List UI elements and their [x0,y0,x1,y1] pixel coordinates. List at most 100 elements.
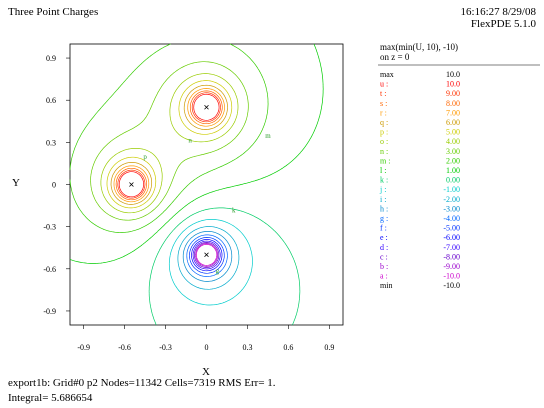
legend-value: -9.00 [443,262,460,271]
footer-stats: export1b: Grid#0 p2 Nodes=11342 Cells=73… [8,377,276,389]
legend-key: t : [380,89,386,98]
contour-level-b [195,243,219,267]
plot-frame [69,43,344,326]
timestamp-block: 16:16:27 8/29/08 FlexPDE 5.1.0 [461,6,536,30]
y-tick-label: -0.6 [43,265,56,274]
contour-level-d [192,240,221,270]
legend-value: 10.0 [446,70,460,79]
y-tick-label: 0 [52,181,56,190]
legend-key: g : [380,214,388,223]
x-tick-label: -0.6 [118,343,131,352]
contour-label: k [232,207,236,215]
y-tick-label: 0.9 [46,54,56,63]
y-tick-label: -0.3 [43,223,56,232]
legend-key: min [380,281,392,290]
contour-level-c [194,242,220,268]
y-tick-label: -0.9 [43,307,56,316]
legend-key: i : [380,195,386,204]
legend-key: s : [380,99,387,108]
legend-value: -2.00 [443,195,460,204]
charge-markers [129,104,209,258]
x-tick-label: -0.3 [159,343,172,352]
contour-label: g [216,267,220,275]
timestamp: 16:16:27 8/29/08 [460,6,536,18]
legend-value: 4.00 [446,137,460,146]
legend-key: j : [379,185,386,194]
contour-level-l [69,43,324,264]
legend-key: max [380,70,394,79]
contour-level-j [168,219,253,306]
charge-marker [129,182,134,187]
x-tick-label: -0.9 [77,343,90,352]
legend-key: b : [380,262,388,271]
window-title: Three Point Charges [8,6,99,18]
legend-value: 8.00 [446,99,460,108]
y-axis-ticks: 0.9 0.6 0.3 0 -0.3 -0.6 -0.9 [43,54,70,316]
legend-value: -6.00 [443,233,460,242]
legend-value: 3.00 [446,147,460,156]
x-tick-label: 0.6 [283,343,293,352]
legend-value: -4.00 [443,214,460,223]
legend-key: l : [380,166,386,175]
legend-value: 2.00 [446,156,460,165]
legend-value: -8.00 [443,252,460,261]
legend-key: e : [380,233,388,242]
legend-value: -10.0 [443,281,460,290]
legend-value: 6.00 [446,118,460,127]
x-axis-ticks: -0.9 -0.6 -0.3 0 0.3 0.6 0.9 [77,325,334,352]
contour-label: m [265,132,271,140]
contour-level-s [115,90,223,201]
contour-level-r [113,88,225,203]
contour-level-q [110,84,228,205]
legend-key: a : [380,272,388,281]
legend-key: u : [380,80,388,89]
legend-value: 9.00 [446,89,460,98]
legend-value: 5.00 [446,128,460,137]
legend-key: h : [380,204,388,213]
legend-key: d : [380,243,388,252]
y-tick-label: 0.3 [46,138,56,147]
legend-key: n : [380,147,388,156]
legend-key: m : [380,156,390,165]
contour-level-i [177,226,240,290]
legend-value: -7.00 [443,243,460,252]
x-tick-label: 0.3 [242,343,252,352]
contour-label: n [188,136,192,144]
contour-level-o [100,73,239,214]
legend-value: -3.00 [443,204,460,213]
legend-key: k : [380,176,388,185]
contour-level-n [90,61,249,221]
contour-level-k [148,207,301,326]
legend-value: 7.00 [446,108,460,117]
contour-label: p [143,153,147,161]
legend-title-line2: on z = 0 [380,52,410,62]
contour-level-e [191,239,223,272]
charge-marker [204,104,209,110]
contour-level-t [117,92,221,199]
y-axis-label: Y [12,177,20,189]
legend-key: r : [380,108,387,117]
y-tick-label: 0.6 [46,96,56,105]
x-tick-label: 0.9 [324,343,334,352]
legend-value: -5.00 [443,224,460,233]
footer-integral: Integral= 5.686654 [8,392,93,404]
x-axis-label: X [202,366,210,378]
contour-level-p [106,80,233,209]
legend: max(min(U, 10), -10) on z = 0 max 10.0 u :… [378,42,540,290]
legend-title-line1: max(min(U, 10), -10) [380,42,458,52]
legend-key: p : [380,128,388,137]
contour-level-u [118,93,220,198]
contour-lines [69,43,324,326]
contour-level-h [182,231,233,282]
version-label: FlexPDE 5.1.0 [470,18,536,30]
legend-value: 0.00 [446,176,460,185]
legend-value: 10.0 [446,80,460,89]
contour-level-m [69,43,269,233]
x-tick-label: 0 [205,343,209,352]
contour-level-f [189,237,225,274]
charge-marker [204,252,209,258]
legend-value: 1.00 [446,166,460,175]
legend-key: o : [380,137,388,146]
contour-level-a [196,244,218,266]
